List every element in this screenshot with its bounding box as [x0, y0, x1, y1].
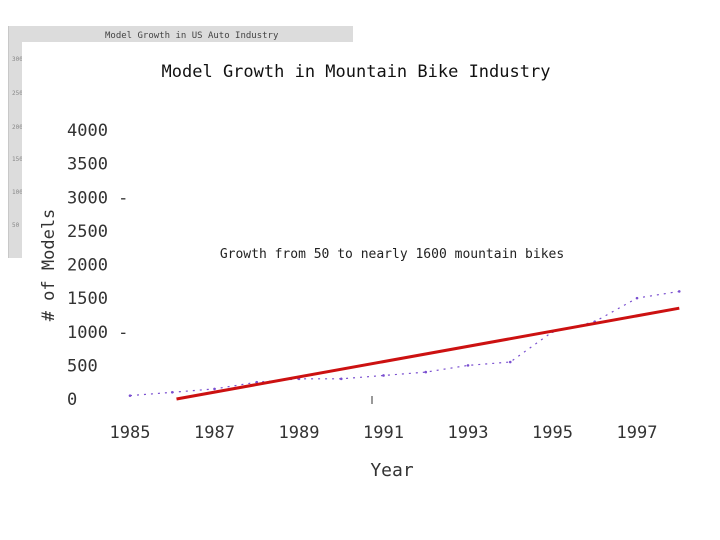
x-axis-ticks: 1985 1987 1989 1991 1993 1995 1997 [110, 423, 658, 443]
data-point [508, 360, 512, 364]
main-slide-panel-right [352, 42, 720, 522]
x-tick-label: 1987 [194, 423, 235, 443]
data-point [466, 364, 470, 367]
data-point [339, 377, 343, 381]
background-slide-title: Model Growth in US Auto Industry [105, 31, 279, 41]
chart-annotation: Growth from 50 to nearly 1600 mountain b… [220, 247, 564, 262]
x-tick-label: 1985 [110, 423, 151, 443]
background-tick: 250 [12, 90, 23, 97]
main-slide-panel [22, 42, 352, 258]
y-tick-label: 0 [67, 390, 77, 410]
y-tick-label: 3000 - [67, 188, 128, 208]
x-tick-label: 1989 [279, 423, 320, 443]
y-axis-label: # of Models [39, 209, 59, 322]
x-tick-label: 1993 [448, 423, 489, 443]
data-point [255, 380, 259, 384]
y-tick-label: 4000 [67, 121, 108, 141]
data-point [213, 387, 216, 391]
data-point [677, 290, 681, 293]
x-tick-label: 1997 [617, 423, 658, 443]
x-tick-label: 1995 [532, 423, 573, 443]
x-tick-label: 1991 [363, 423, 404, 443]
trend-line [176, 306, 680, 401]
background-tick: 300 [12, 56, 23, 63]
series-layer [128, 290, 681, 401]
data-point [128, 394, 132, 397]
chart-title: Model Growth in Mountain Bike Industry [162, 62, 551, 82]
y-tick-label: 500 [67, 356, 98, 376]
y-tick-label: 2000 [67, 256, 108, 276]
y-tick-label: 3500 [67, 155, 108, 175]
y-tick-label: 2500 [67, 222, 108, 242]
background-tick: 50 [12, 222, 20, 229]
background-tick: 100 [12, 189, 23, 196]
x-axis-label: Year [370, 460, 414, 481]
data-point [424, 370, 428, 374]
background-tick: 150 [12, 156, 23, 163]
main-slide-panel-bottom [22, 258, 352, 522]
data-point [635, 296, 639, 300]
data-point [382, 374, 385, 377]
y-tick-label: 1000 - [67, 323, 128, 343]
y-axis-ticks: 4000 3500 3000 - 2500 2000 1500 1000 - 500 0 [67, 121, 128, 410]
y-tick-label: 1500 [67, 289, 108, 309]
data-point [170, 390, 174, 394]
background-tick: 200 [12, 124, 23, 131]
